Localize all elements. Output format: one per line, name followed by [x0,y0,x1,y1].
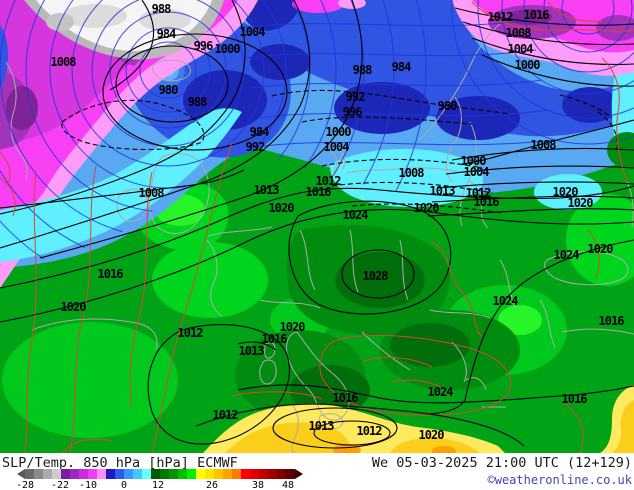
colorbar-segment [115,469,124,479]
colorbar-segment [259,469,268,479]
colorbar-segment [151,469,160,479]
colorbar-segment [223,469,232,479]
colorbar-segment [70,469,79,479]
colorbar-left-arrow-icon [17,469,25,479]
colorbar-segment [25,469,34,479]
colorbar-segment [88,469,97,479]
colorbar-segment [232,469,241,479]
colorbar-segment [214,469,223,479]
product-title: SLP/Temp. 850 hPa [hPa] ECMWF [2,455,238,471]
africa-coastline [195,403,525,447]
colorbar-segment [169,469,178,479]
colorbar-segment [106,469,115,479]
colorbar-right-arrow-icon [295,469,303,479]
colorbar-segment [61,469,70,479]
red-contours [0,1,634,453]
credit-link[interactable]: ©weatheronline.co.uk [487,473,633,487]
colorbar-segment [277,469,286,479]
colorbar-segment [133,469,142,479]
colorbar-segment [34,469,43,479]
colorbar-segment [178,469,187,479]
colorbar-ticks: -28 -22 -10 0 12 26 38 48 [0,480,320,490]
colorbar-tick: 38 [251,480,265,490]
colorbar-segment [196,469,205,479]
temperature-colorbar [25,469,295,479]
map-area: 988 984 996 1008 980 988 1004 1000 988 984 992 996 9… [0,0,634,453]
colorbar-segment [187,469,196,479]
colorbar-segment [142,469,151,479]
colorbar-segment [250,469,259,479]
isobars [0,0,634,449]
colorbar-segment [124,469,133,479]
colorbar-tick: -22 [50,480,70,490]
colorbar-segment [97,469,106,479]
colorbar-segment [43,469,52,479]
map-graphic [0,0,634,453]
colorbar-tick: -28 [15,480,35,490]
colorbar-segment [268,469,277,479]
colorbar-segment [52,469,61,479]
colorbar-segment [205,469,214,479]
colorbar-tick: 26 [205,480,219,490]
colorbar-tick: -10 [78,480,98,490]
colorbar-segment [286,469,295,479]
legend-bar: SLP/Temp. 850 hPa [hPa] ECMWF We 05-03-2… [0,453,634,490]
colorbar-tick: 48 [281,480,295,490]
colorbar-tick: 12 [151,480,165,490]
colorbar-segment [160,469,169,479]
valid-time: We 05-03-2025 21:00 UTC (12+129) [371,455,632,471]
colorbar-segment [79,469,88,479]
coastlines [5,23,634,453]
colorbar-tick: 0 [120,480,128,490]
dashed-contours [61,89,618,214]
colorbar-segment [241,469,250,479]
